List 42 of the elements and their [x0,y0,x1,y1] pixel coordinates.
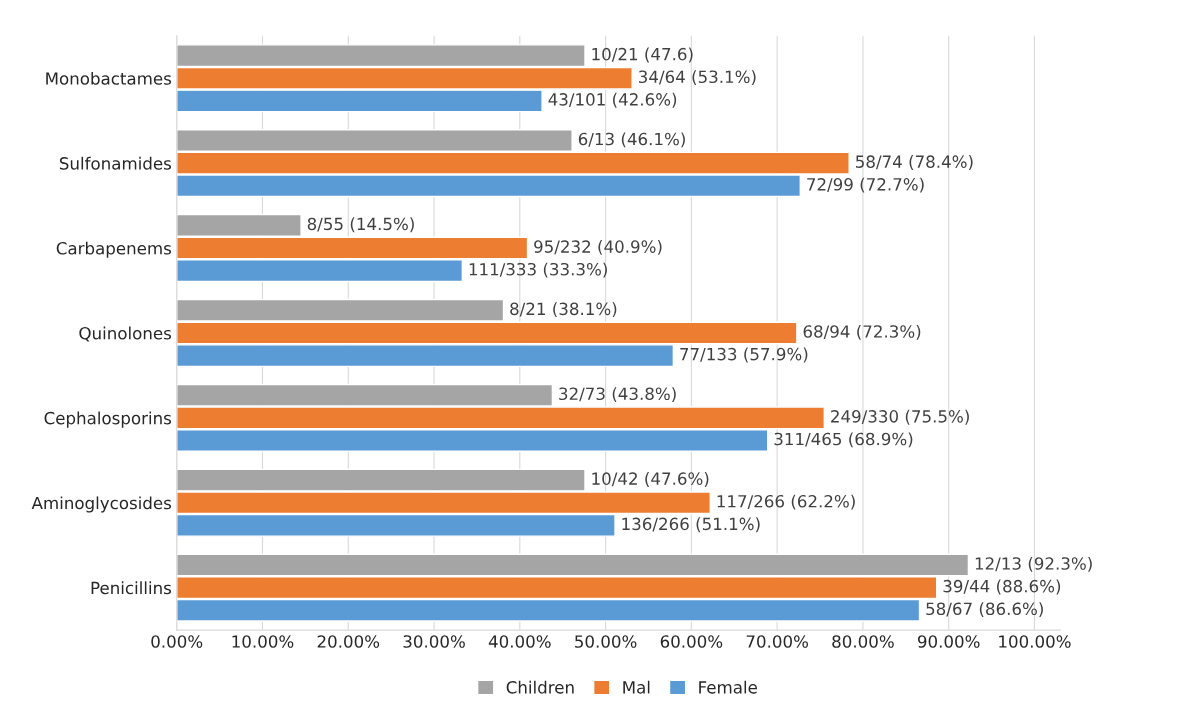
data-label: 32/73 (43.8%) [559,387,676,402]
y-tick-label: Penicillins [91,581,172,595]
x-tick-label: 10.00% [232,635,294,648]
legend-label: Female [699,680,757,694]
legend-label: Mal [623,680,650,694]
data-label: 136/266 (51.1%) [622,517,760,533]
data-label: 249/330 (75.5%) [831,409,969,425]
x-tick-label: 0.00% [151,635,203,648]
y-tick-label: Quinolones [79,326,172,342]
y-tick-label: Cephalosporins [44,411,172,428]
y-tick-label: Aminoglycosides [31,496,172,513]
x-tick-label: 100.00% [999,635,1071,648]
y-tick-label: Sulfonamides [59,156,172,170]
x-tick-label: 80.00% [832,635,894,648]
data-label: 34/64 (53.1%) [639,70,756,86]
x-tick-label: 50.00% [575,635,637,648]
data-label: 58/67 (86.6%) [926,602,1043,618]
data-label: 8/21 (38.1%) [510,302,617,318]
data-label: 77/133 (57.9%) [680,347,808,363]
y-tick-label: Monobactames [46,71,172,85]
x-tick-label: 90.00% [917,635,980,648]
data-label: 10/21 (47.6) [592,47,693,63]
data-label: 95/232 (40.9%) [534,240,662,255]
data-label: 117/266 (62.2%) [717,494,855,510]
data-label: 111/333 (33.3%) [469,262,607,278]
data-label: 39/44 (88.6%) [943,579,1061,595]
data-label: 8/55 (14.5%) [307,217,414,233]
data-label: 311/465 (68.9%) [774,432,913,448]
data-label: 58/74 (78.4%) [856,155,973,170]
legend-label: Children [506,680,574,694]
x-tick-label: 20.00% [317,635,380,648]
data-label: 72/99 (72.7%) [807,177,924,193]
x-tick-label: 40.00% [488,635,551,648]
x-tick-label: 30.00% [403,635,465,648]
x-tick-label: 70.00% [746,635,808,648]
data-label: 43/101 (42.6%) [548,92,677,108]
x-tick-label: 60.00% [660,635,723,648]
data-label: 12/13 (92.3%) [975,556,1092,572]
data-label: 6/13 (46.1%) [578,132,685,148]
data-label: 68/94 (72.3%) [803,324,921,340]
data-label: 10/42 (47.6%) [592,472,709,487]
y-tick-label: Carbapenems [56,241,172,258]
